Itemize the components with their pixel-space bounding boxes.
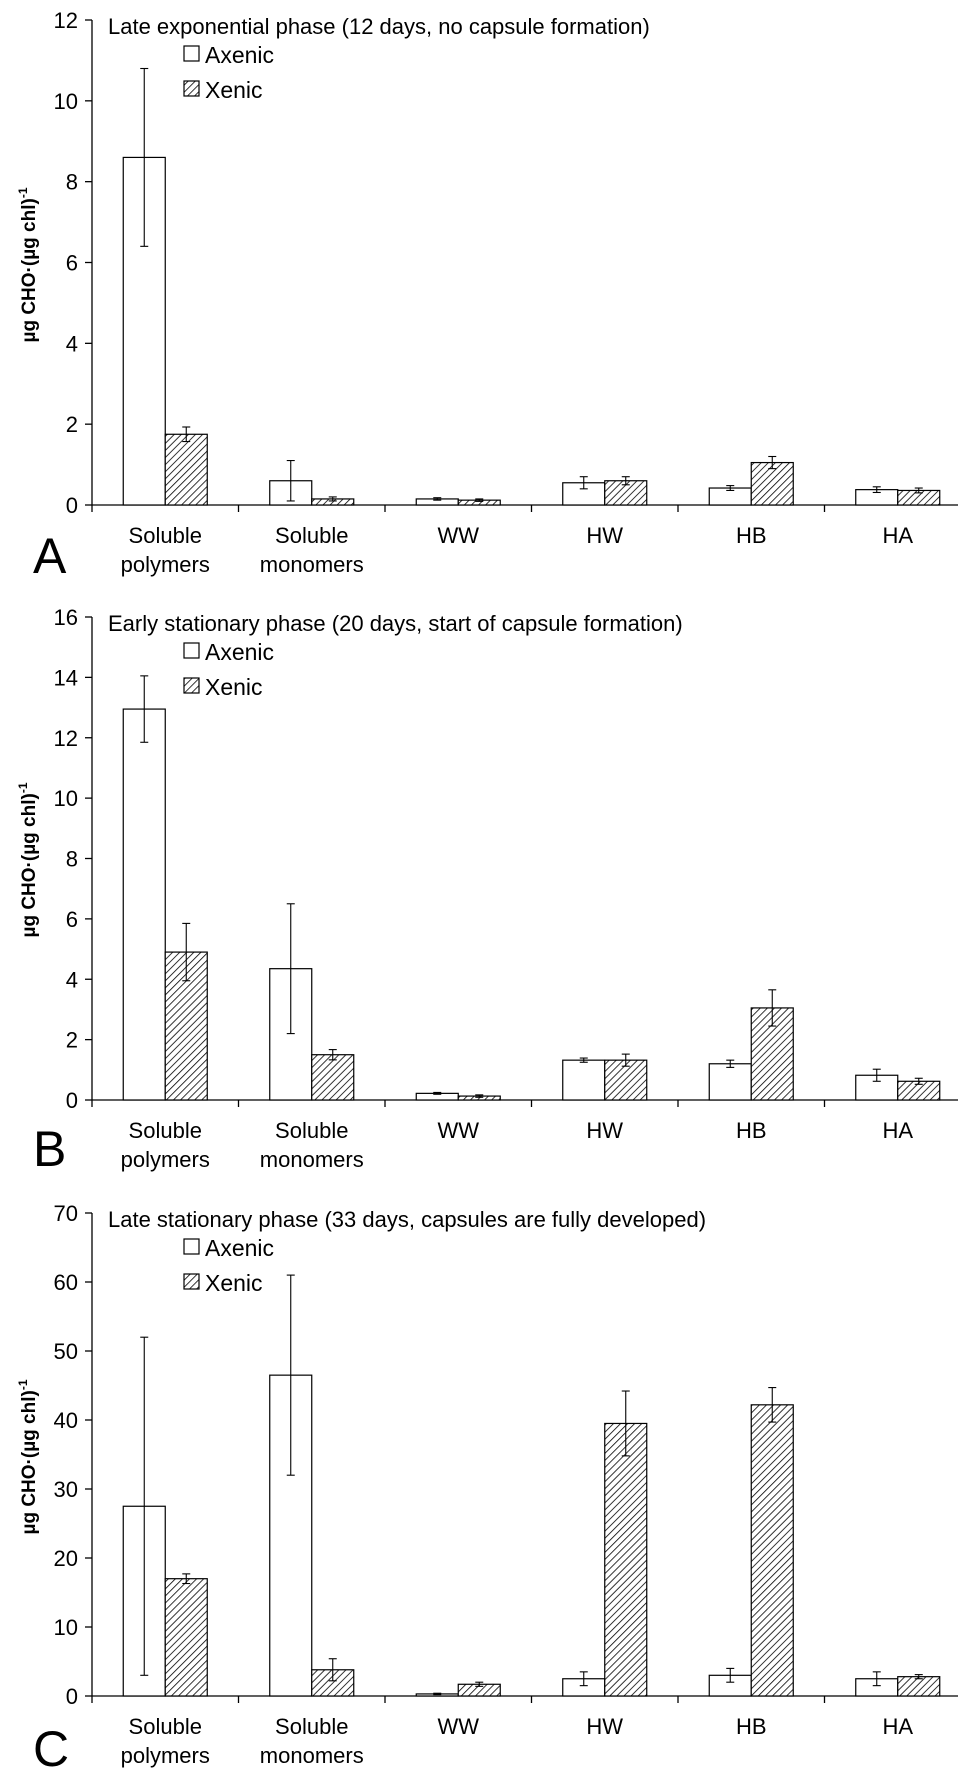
bar-axenic xyxy=(708,1063,752,1101)
y-tick-label: 30 xyxy=(54,1477,78,1502)
y-axis-label: µg CHO·(µg chl)-1 xyxy=(16,782,40,937)
y-tick-label: 0 xyxy=(66,1088,78,1113)
x-category-label: polymers xyxy=(121,1147,210,1172)
y-axis-label-text: µg CHO·(µg chl) xyxy=(19,1390,40,1534)
x-category-label: monomers xyxy=(260,1147,364,1172)
y-tick-label: 70 xyxy=(54,1201,78,1226)
panel-label: A xyxy=(33,528,67,584)
y-axis-label-text: µg CHO·(µg chl) xyxy=(19,793,40,937)
y-tick-label: 16 xyxy=(54,605,78,630)
y-axis-label: µg CHO·(µg chl)-1 xyxy=(16,1379,40,1534)
y-tick-label: 8 xyxy=(66,847,78,872)
y-axis-label-text: µg CHO·(µg chl) xyxy=(19,198,40,342)
x-category-label: WW xyxy=(437,1118,479,1143)
legend-label: Xenic xyxy=(205,674,263,700)
y-tick-label: 20 xyxy=(54,1546,78,1571)
x-category-label: Soluble xyxy=(275,1714,348,1739)
x-category-label: HA xyxy=(882,1118,913,1143)
chart-panel-c: 0 10 20 30 40 50 60 70 Soluble polymers Soluble mon… xyxy=(16,1201,958,1777)
x-category-label: WW xyxy=(437,523,479,548)
bar-xenic xyxy=(897,1676,941,1697)
x-category-label: HW xyxy=(586,523,623,548)
bar-xenic xyxy=(604,1422,648,1697)
legend-label: Xenic xyxy=(205,1270,263,1296)
y-tick-label: 12 xyxy=(54,726,78,751)
x-category-label: polymers xyxy=(121,1743,210,1768)
x-category-label: Soluble xyxy=(275,523,348,548)
bar-xenic xyxy=(604,1059,648,1101)
y-tick-label: 14 xyxy=(54,665,78,690)
panel-label: B xyxy=(33,1121,66,1177)
bar-xenic xyxy=(164,1578,208,1697)
y-tick-label: 12 xyxy=(54,8,78,33)
x-category-label: HA xyxy=(882,523,913,548)
chart-panel-b: 0 2 4 6 8 10 12 14 16 Soluble polymers Soluble monom… xyxy=(16,605,958,1177)
y-axis-label-superscript: -1 xyxy=(16,1379,30,1390)
y-tick-label: 0 xyxy=(66,493,78,518)
x-category-label: HW xyxy=(586,1118,623,1143)
bar-axenic xyxy=(562,1059,606,1101)
chart-title: Early stationary phase (20 days, start o… xyxy=(108,611,683,636)
bar-axenic xyxy=(122,708,166,1101)
y-tick-label: 50 xyxy=(54,1339,78,1364)
y-tick-label: 10 xyxy=(54,1615,78,1640)
x-category-label: WW xyxy=(437,1714,479,1739)
legend-swatch-xenic xyxy=(183,677,200,694)
legend-swatch-axenic xyxy=(183,45,200,62)
x-category-label: Soluble xyxy=(129,1714,202,1739)
y-tick-label: 10 xyxy=(54,89,78,114)
chart-title: Late stationary phase (33 days, capsules… xyxy=(108,1207,706,1232)
chart-panels: 0 2 4 6 8 10 12 Soluble polymers Soluble monomers W… xyxy=(16,8,958,1777)
x-category-label: HA xyxy=(882,1714,913,1739)
y-tick-label: 10 xyxy=(54,786,78,811)
bar-xenic xyxy=(164,433,208,506)
y-tick-label: 60 xyxy=(54,1270,78,1295)
x-category-label: HW xyxy=(586,1714,623,1739)
y-axis-label-superscript: -1 xyxy=(16,782,30,793)
chart-title: Late exponential phase (12 days, no caps… xyxy=(108,14,650,39)
legend-label: Axenic xyxy=(205,1235,274,1261)
y-tick-label: 6 xyxy=(66,907,78,932)
y-tick-label: 4 xyxy=(66,967,78,992)
legend-swatch-xenic xyxy=(183,80,200,97)
bar-xenic xyxy=(750,461,794,506)
y-tick-label: 8 xyxy=(66,170,78,195)
y-tick-label: 2 xyxy=(66,1028,78,1053)
y-tick-label: 4 xyxy=(66,331,78,356)
x-category-label: Soluble xyxy=(129,1118,202,1143)
y-axis-label: µg CHO·(µg chl)-1 xyxy=(16,187,40,342)
y-tick-label: 2 xyxy=(66,412,78,437)
y-tick-label: 40 xyxy=(54,1408,78,1433)
x-category-label: HB xyxy=(736,1714,767,1739)
x-category-label: monomers xyxy=(260,552,364,577)
legend-label: Xenic xyxy=(205,77,263,103)
x-category-label: HB xyxy=(736,523,767,548)
panel-label: C xyxy=(33,1721,69,1777)
x-category-label: Soluble xyxy=(275,1118,348,1143)
bar-xenic xyxy=(750,1404,794,1697)
legend-label: Axenic xyxy=(205,639,274,665)
x-category-label: polymers xyxy=(121,552,210,577)
x-category-label: Soluble xyxy=(129,523,202,548)
legend-label: Axenic xyxy=(205,42,274,68)
y-axis-label-superscript: -1 xyxy=(16,187,30,198)
y-tick-label: 0 xyxy=(66,1684,78,1709)
x-category-label: monomers xyxy=(260,1743,364,1768)
x-category-label: HB xyxy=(736,1118,767,1143)
chart-panel-a: 0 2 4 6 8 10 12 Soluble polymers Soluble monomers W… xyxy=(16,8,958,584)
legend-swatch-axenic xyxy=(183,1238,200,1255)
y-tick-label: 6 xyxy=(66,251,78,276)
bar-xenic xyxy=(311,1054,355,1101)
legend-swatch-xenic xyxy=(183,1273,200,1290)
legend-swatch-axenic xyxy=(183,642,200,659)
